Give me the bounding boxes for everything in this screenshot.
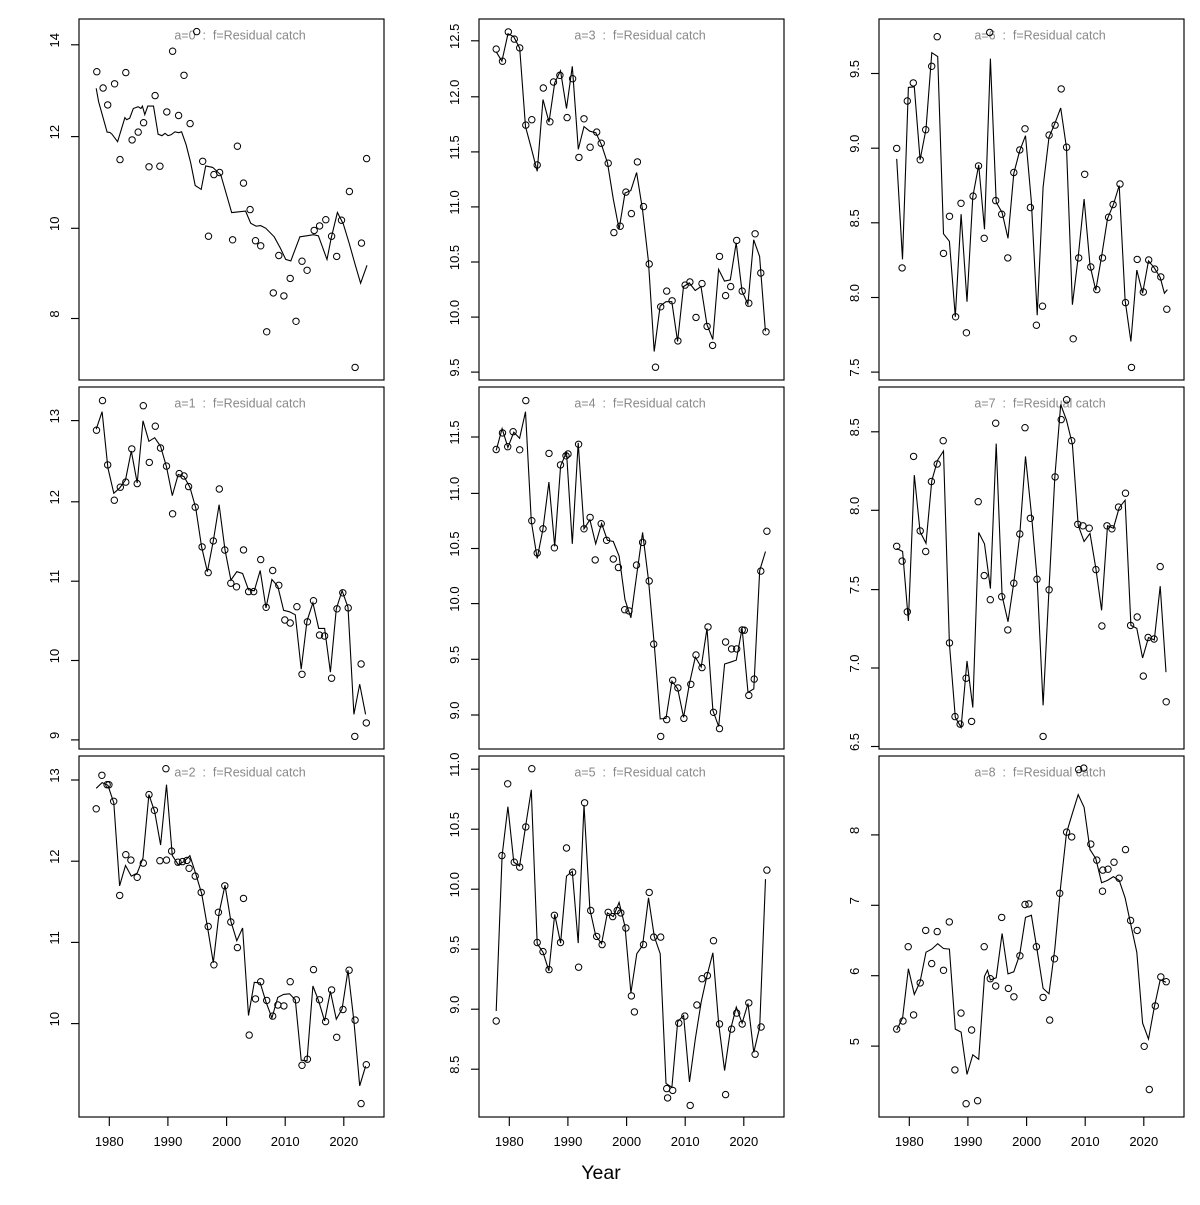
svg-text:1990: 1990 (553, 1134, 582, 1149)
svg-text:a=2 : f=Residual catch: a=2 : f=Residual catch (174, 766, 305, 780)
svg-text:9.0: 9.0 (447, 701, 462, 719)
svg-text:1980: 1980 (95, 1134, 124, 1149)
svg-text:a=0 : f=Residual catch: a=0 : f=Residual catch (174, 29, 305, 43)
svg-text:2000: 2000 (612, 1134, 641, 1149)
svg-text:a=1 : f=Residual catch: a=1 : f=Residual catch (174, 397, 305, 411)
svg-text:6.5: 6.5 (847, 733, 862, 751)
svg-text:10: 10 (47, 1012, 62, 1026)
svg-text:2020: 2020 (1129, 1134, 1158, 1149)
svg-text:11.0: 11.0 (447, 753, 462, 777)
svg-text:a=3 : f=Residual catch: a=3 : f=Residual catch (574, 29, 705, 43)
svg-text:11: 11 (47, 570, 62, 584)
svg-text:9.5: 9.5 (447, 359, 462, 377)
svg-text:1980: 1980 (895, 1134, 924, 1149)
svg-text:7.0: 7.0 (847, 654, 862, 672)
svg-text:12.0: 12.0 (447, 80, 462, 105)
svg-text:11.5: 11.5 (447, 135, 462, 159)
svg-text:11.0: 11.0 (447, 477, 462, 501)
svg-text:12: 12 (47, 125, 62, 139)
svg-text:2010: 2010 (671, 1134, 700, 1149)
svg-text:8.0: 8.0 (847, 497, 862, 515)
svg-text:a=7 : f=Residual catch: a=7 : f=Residual catch (974, 397, 1105, 411)
svg-text:2010: 2010 (1071, 1134, 1100, 1149)
svg-text:1990: 1990 (153, 1134, 182, 1149)
svg-text:8: 8 (847, 827, 862, 834)
svg-text:10.5: 10.5 (447, 812, 462, 837)
svg-text:13: 13 (47, 768, 62, 782)
svg-text:1990: 1990 (953, 1134, 982, 1149)
svg-text:11.0: 11.0 (447, 190, 462, 214)
svg-text:6: 6 (847, 968, 862, 975)
svg-text:11: 11 (47, 931, 62, 945)
svg-text:10.5: 10.5 (447, 245, 462, 270)
svg-text:14: 14 (47, 33, 62, 47)
svg-text:11.5: 11.5 (447, 420, 462, 444)
svg-text:9.5: 9.5 (447, 936, 462, 954)
svg-text:9: 9 (47, 732, 62, 739)
svg-text:a=4 : f=Residual catch: a=4 : f=Residual catch (574, 397, 705, 411)
svg-text:a=5 : f=Residual catch: a=5 : f=Residual catch (574, 766, 705, 780)
svg-text:8.0: 8.0 (847, 284, 862, 302)
svg-text:7.5: 7.5 (847, 576, 862, 594)
svg-text:12: 12 (47, 490, 62, 504)
svg-text:10: 10 (47, 649, 62, 663)
svg-text:9.0: 9.0 (447, 996, 462, 1014)
svg-text:a=6 : f=Residual catch: a=6 : f=Residual catch (974, 29, 1105, 43)
svg-text:a=8 : f=Residual catch: a=8 : f=Residual catch (974, 766, 1105, 780)
svg-text:8.5: 8.5 (847, 418, 862, 436)
svg-text:9.5: 9.5 (847, 60, 862, 78)
svg-text:7.5: 7.5 (847, 359, 862, 377)
svg-text:13: 13 (47, 409, 62, 423)
svg-text:10.0: 10.0 (447, 586, 462, 611)
svg-text:1980: 1980 (495, 1134, 524, 1149)
svg-text:12: 12 (47, 849, 62, 863)
svg-text:2000: 2000 (212, 1134, 241, 1149)
svg-text:Year: Year (581, 1162, 621, 1184)
svg-text:10.0: 10.0 (447, 872, 462, 897)
svg-text:12.5: 12.5 (447, 24, 462, 49)
svg-text:5: 5 (847, 1038, 862, 1045)
svg-text:8.5: 8.5 (847, 209, 862, 227)
svg-text:2000: 2000 (1012, 1134, 1041, 1149)
svg-text:2020: 2020 (329, 1134, 358, 1149)
svg-text:2010: 2010 (271, 1134, 300, 1149)
svg-text:10.0: 10.0 (447, 300, 462, 325)
svg-text:9.5: 9.5 (447, 646, 462, 664)
svg-text:8: 8 (47, 310, 62, 317)
svg-text:10: 10 (47, 217, 62, 231)
svg-text:9.0: 9.0 (847, 135, 862, 153)
svg-text:7: 7 (847, 897, 862, 904)
svg-text:2020: 2020 (729, 1134, 758, 1149)
svg-text:8.5: 8.5 (447, 1056, 462, 1074)
svg-text:10.5: 10.5 (447, 531, 462, 556)
